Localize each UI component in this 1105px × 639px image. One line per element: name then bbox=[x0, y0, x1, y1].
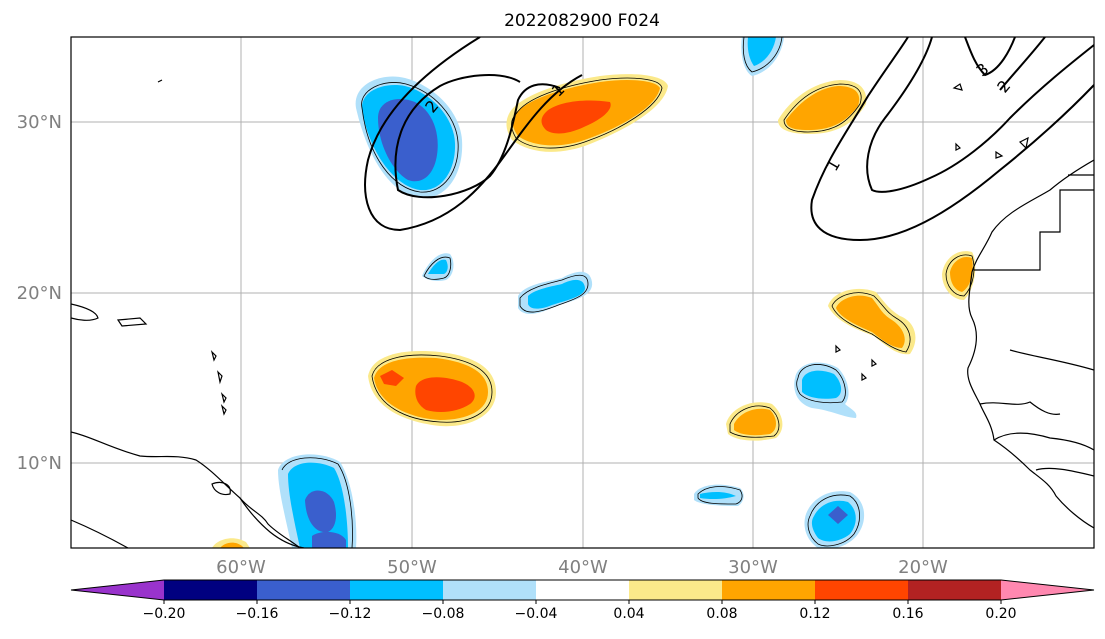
neg-blob-22n-48w-b3 bbox=[428, 259, 448, 274]
neg-blob-8n-56w-b2b bbox=[312, 531, 346, 548]
canary-1 bbox=[955, 142, 962, 151]
cape-verde-2 bbox=[871, 358, 878, 367]
africa-coast bbox=[967, 159, 1094, 529]
hispaniola-tip bbox=[71, 303, 99, 321]
contour-1-east bbox=[810, 37, 1094, 242]
colorbar-tick-label: −0.20 bbox=[143, 606, 186, 622]
colorbar-tick-label: −0.08 bbox=[422, 606, 465, 622]
colorbar-segment bbox=[629, 580, 723, 600]
pos-blob-31n-26w-b7 bbox=[786, 86, 860, 130]
border-6 bbox=[1035, 467, 1094, 477]
neg-blob-7n-25w-b2 bbox=[828, 506, 848, 524]
contour-2-west bbox=[394, 74, 561, 199]
orinoco-delta bbox=[239, 497, 301, 548]
lat-label-30n: 30°N bbox=[17, 112, 62, 133]
lesser-antilles-2 bbox=[217, 370, 223, 385]
canary-2 bbox=[995, 150, 1004, 159]
lesser-antilles-1 bbox=[210, 350, 217, 362]
neg-blob-15n-26w-b3 bbox=[802, 370, 842, 399]
lon-label-30w: 30°W bbox=[728, 557, 778, 578]
contour-lines bbox=[364, 37, 1094, 242]
pos-blob-18n-22w-b7 bbox=[836, 295, 905, 348]
neg-blob-8n-56w-b2 bbox=[305, 490, 336, 533]
lon-label-20w: 20°W bbox=[898, 557, 948, 578]
pos-blob-31n-40w-b8 bbox=[541, 100, 611, 134]
colorbar-tick-label: −0.12 bbox=[329, 606, 372, 622]
lat-label-20n: 20°N bbox=[17, 283, 62, 304]
lat-label-10n: 10°N bbox=[17, 453, 62, 474]
trinidad bbox=[211, 481, 231, 496]
guyana-coast bbox=[71, 519, 129, 548]
colorbar-segment bbox=[908, 580, 1002, 600]
pos-blob-14n-48w-b8b bbox=[380, 370, 404, 386]
border-1 bbox=[974, 189, 1094, 271]
border-5 bbox=[993, 432, 1094, 451]
pos-blob-14n-48w-b8 bbox=[415, 377, 475, 412]
colorbar-tick-label: −0.16 bbox=[236, 606, 279, 622]
neg-blob-8n-33w-b3 bbox=[700, 491, 736, 500]
neg-blob-35n-30w-b3 bbox=[747, 37, 776, 66]
neg-blob-7n-25w-b3 bbox=[811, 500, 856, 542]
coastlines bbox=[71, 79, 1094, 548]
colorbar-tick-label: −0.04 bbox=[515, 606, 558, 622]
colorbar-segment bbox=[350, 580, 444, 600]
lesser-antilles-3 bbox=[220, 392, 227, 404]
fill-outlines bbox=[281, 37, 975, 548]
madeira bbox=[952, 83, 963, 91]
chart-title: 2022082900 F024 bbox=[504, 11, 660, 31]
colorbar-segment bbox=[257, 580, 351, 600]
colorbar-tick-label: 0.04 bbox=[613, 606, 644, 622]
colorbar-tick-label: 0.20 bbox=[985, 606, 1016, 622]
border-3 bbox=[1009, 349, 1094, 371]
map-frame bbox=[70, 36, 1095, 549]
bermuda bbox=[157, 79, 163, 83]
neg-blob-30n-50w-b2 bbox=[378, 98, 438, 182]
colorbar-tick-label: 0.16 bbox=[892, 606, 923, 622]
lon-label-60w: 60°W bbox=[216, 557, 266, 578]
cape-verde-1 bbox=[835, 344, 842, 353]
cape-verde-3 bbox=[861, 372, 868, 381]
colorbar-under-arrow bbox=[71, 580, 164, 600]
filled-anomalies bbox=[212, 37, 976, 548]
colorbar-segment bbox=[815, 580, 909, 600]
neg-blob-20n-42w-b3 bbox=[528, 279, 585, 309]
colorbar-segment bbox=[443, 580, 537, 600]
colorbar-tick-label: 0.08 bbox=[706, 606, 737, 622]
colorbar-segment bbox=[722, 580, 816, 600]
colorbar-segment bbox=[536, 580, 630, 600]
lon-label-40w: 40°W bbox=[558, 557, 608, 578]
border-4 bbox=[979, 401, 1061, 415]
map-content bbox=[71, 37, 1094, 548]
pos-blob-12n-30w-b7 bbox=[734, 408, 776, 436]
contour-2-east bbox=[866, 37, 1094, 193]
pos-blob-21n-18w-b7 bbox=[950, 256, 973, 292]
puerto-rico bbox=[116, 317, 148, 327]
canary-3 bbox=[1018, 136, 1029, 150]
contour-1-west bbox=[364, 37, 583, 232]
colorbar-segment bbox=[164, 580, 258, 600]
colorbar: −0.20 −0.16 −0.12 −0.08 −0.04 0.04 0.08 0.12 0.1… bbox=[70, 579, 1095, 622]
colorbar-tick-label: 0.12 bbox=[799, 606, 830, 622]
lon-label-50w: 50°W bbox=[387, 557, 437, 578]
pos-blob-5n-60w-b7 bbox=[220, 542, 244, 548]
lesser-antilles-4 bbox=[220, 404, 227, 416]
lon-labels: 60°W 50°W 40°W 30°W 20°W bbox=[216, 557, 948, 578]
colorbar-over-arrow bbox=[1001, 580, 1094, 600]
contour-3-east bbox=[964, 37, 1016, 77]
lat-labels: 30°N 20°N 10°N bbox=[17, 112, 62, 474]
contour-3b-east bbox=[999, 37, 1046, 91]
venezuela-coast bbox=[71, 431, 305, 548]
